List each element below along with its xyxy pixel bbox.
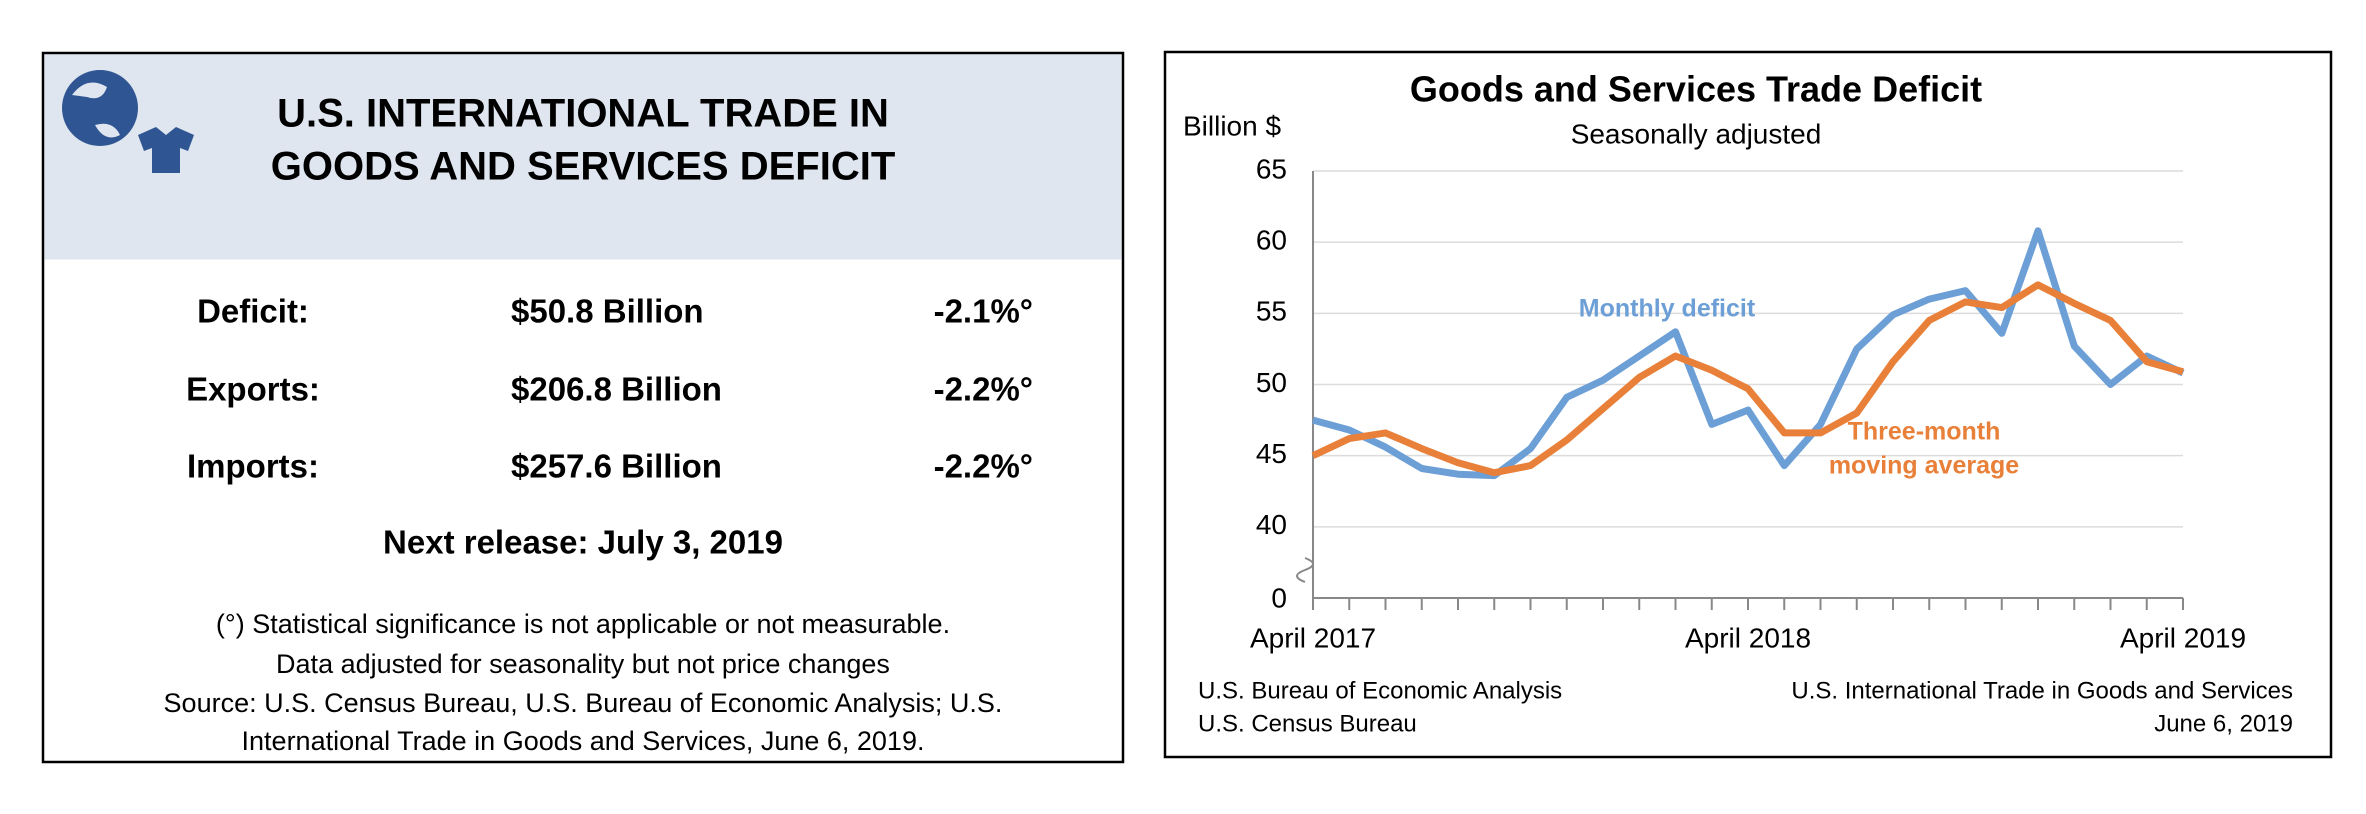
row-value: $50.8 Billion [511,293,704,330]
annotation: Monthly deficit [1579,295,1756,323]
y-tick-label: 45 [1256,438,1287,469]
x-tick-label: April 2017 [1250,622,1376,653]
title-line: U.S. INTERNATIONAL TRADE IN [277,92,889,136]
title-line: GOODS AND SERVICES DEFICIT [271,145,896,189]
axis-break [1296,557,1314,583]
y-tick-label: 55 [1256,296,1287,327]
x-tick-label: April 2019 [2120,622,2246,653]
row-change: -2.1%° [934,293,1033,330]
x-tick-label: April 2018 [1685,622,1811,653]
note: Source: U.S. Census Bureau, U.S. Bureau … [164,688,1003,718]
note: Data adjusted for seasonality but not pr… [276,649,890,679]
row-label: Exports: [186,371,320,408]
row-change: -2.2%° [934,371,1033,408]
series-line [1311,281,2184,477]
y-tick-label: 40 [1256,509,1287,540]
y-tick-label: 0 [1271,582,1287,613]
globe-icon [62,70,194,173]
footer: U.S. International Trade in Goods and Se… [1791,677,2293,704]
footer: U.S. Census Bureau [1198,710,1417,737]
y-tick-label: 60 [1256,225,1287,256]
next-release: Next release: July 3, 2019 [383,524,783,561]
y-tick-label: 50 [1256,367,1287,398]
y-tick-label: 65 [1256,153,1287,184]
note: International Trade in Goods and Service… [242,726,925,756]
row-label: Deficit: [197,293,309,330]
chart-title: Goods and Services Trade Deficit [1410,69,1982,110]
annotation: moving average [1829,452,2019,480]
annotation: Three-month [1848,418,2001,446]
row-label: Imports: [187,448,319,485]
footer: U.S. Bureau of Economic Analysis [1198,677,1562,704]
chart-panel [1163,50,2333,759]
y-axis-label: Billion $ [1183,110,1281,141]
row-change: -2.2%° [934,448,1033,485]
row-value: $257.6 Billion [511,448,722,485]
note: (°) Statistical significance is not appl… [216,609,950,639]
footer: June 6, 2019 [2154,710,2293,737]
header-band [44,54,1122,260]
row-value: $206.8 Billion [511,371,722,408]
chart-subtitle: Seasonally adjusted [1571,118,1822,149]
series-line [1312,227,2185,480]
